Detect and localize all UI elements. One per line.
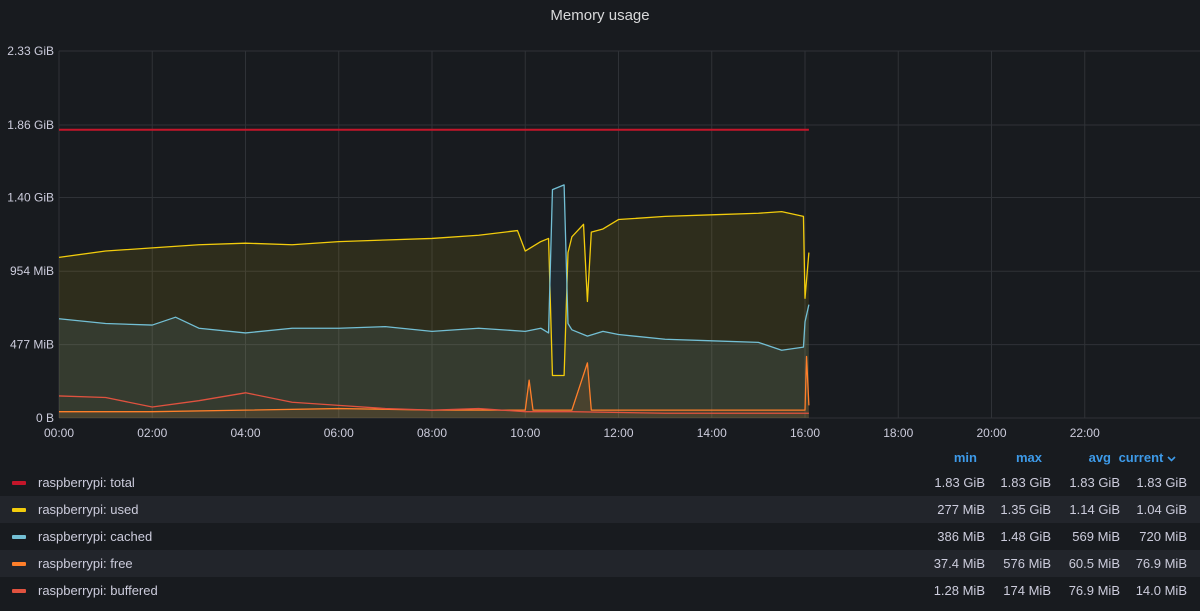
x-tick-label: 00:00 (44, 426, 74, 440)
series-area-1 (59, 211, 809, 418)
y-tick-label: 1.86 GiB (7, 118, 54, 132)
legend-table: min max avg current raspberrypi: total 1.… (0, 446, 1200, 604)
legend-value-min: 277 MiB (937, 502, 985, 517)
x-tick-label: 18:00 (883, 426, 913, 440)
x-tick-label: 02:00 (137, 426, 167, 440)
x-tick-label: 06:00 (324, 426, 354, 440)
series-line-1 (58, 211, 810, 377)
series-line-3 (59, 355, 810, 413)
x-tick-label: 08:00 (417, 426, 447, 440)
legend-value-min: 386 MiB (937, 529, 985, 544)
y-tick-label: 954 MiB (10, 264, 54, 278)
legend-value-min: 37.4 MiB (933, 556, 985, 571)
series-color-swatch[interactable] (12, 508, 26, 512)
legend-value-current: 1.83 GiB (1136, 475, 1187, 490)
series-line-4 (58, 392, 809, 414)
legend-value-avg: 60.5 MiB (1068, 556, 1120, 571)
memory-usage-chart[interactable]: 0 B 477 MiB 954 MiB 1.40 GiB 1.86 GiB 2.33 Gi… (0, 0, 1200, 446)
legend-row[interactable]: raspberrypi: total 1.83 GiB 1.83 GiB 1.83 G… (0, 469, 1200, 496)
legend-header-avg[interactable]: avg (1088, 450, 1111, 465)
legend-row[interactable]: raspberrypi: cached 386 MiB 1.48 GiB 569 Mi… (0, 523, 1200, 550)
legend-value-max: 576 MiB (1003, 556, 1051, 571)
legend-series-name[interactable]: raspberrypi: cached (38, 529, 153, 544)
legend-value-min: 1.83 GiB (934, 475, 985, 490)
legend-value-current: 1.04 GiB (1136, 502, 1187, 517)
legend-row[interactable]: raspberrypi: used 277 MiB 1.35 GiB 1.14 GiB… (0, 496, 1200, 523)
y-tick-label: 477 MiB (10, 338, 54, 352)
legend-rows: raspberrypi: total 1.83 GiB 1.83 GiB 1.83 G… (0, 469, 1200, 604)
x-tick-label: 10:00 (510, 426, 540, 440)
panel-title[interactable]: Memory usage (550, 7, 650, 24)
series-color-swatch[interactable] (12, 481, 26, 485)
legend-value-max: 1.83 GiB (1000, 475, 1051, 490)
legend-value-avg: 1.83 GiB (1069, 475, 1120, 490)
legend-series-name[interactable]: raspberrypi: used (38, 502, 139, 517)
legend-value-avg: 569 MiB (1072, 529, 1120, 544)
legend-value-current: 14.0 MiB (1135, 583, 1187, 598)
legend-value-max: 174 MiB (1003, 583, 1051, 598)
legend-row[interactable]: raspberrypi: free 37.4 MiB 576 MiB 60.5 MiB… (0, 550, 1200, 577)
y-tick-label: 0 B (36, 411, 54, 425)
legend-value-max: 1.35 GiB (1000, 502, 1051, 517)
legend-series-name[interactable]: raspberrypi: free (38, 556, 133, 571)
x-tick-label: 16:00 (790, 426, 820, 440)
x-tick-label: 12:00 (603, 426, 633, 440)
chevron-down-icon (1167, 455, 1176, 462)
series-line-2 (58, 184, 810, 351)
legend-series-name[interactable]: raspberrypi: buffered (38, 583, 158, 598)
legend-row[interactable]: raspberrypi: buffered 1.28 MiB 174 MiB 76.9… (0, 577, 1200, 604)
legend-value-avg: 76.9 MiB (1068, 583, 1120, 598)
x-tick-label: 14:00 (697, 426, 727, 440)
series-area-2 (59, 184, 809, 418)
y-tick-label: 1.40 GiB (7, 190, 54, 204)
legend-value-min: 1.28 MiB (933, 583, 985, 598)
legend-header-current[interactable]: current (1108, 450, 1176, 465)
x-tick-label: 20:00 (976, 426, 1006, 440)
series-color-swatch[interactable] (12, 589, 26, 593)
series-color-swatch[interactable] (12, 535, 26, 539)
legend-value-max: 1.48 GiB (1000, 529, 1051, 544)
legend-header-current-label: current (1118, 450, 1164, 465)
legend-header: min max avg current (0, 446, 1200, 469)
y-tick-label: 2.33 GiB (7, 44, 54, 58)
legend-header-min[interactable]: min (953, 450, 977, 465)
legend-value-avg: 1.14 GiB (1069, 502, 1120, 517)
x-tick-label: 04:00 (230, 426, 260, 440)
x-tick-label: 22:00 (1070, 426, 1100, 440)
series-color-swatch[interactable] (12, 562, 26, 566)
legend-value-current: 76.9 MiB (1135, 556, 1187, 571)
legend-series-name[interactable]: raspberrypi: total (38, 475, 135, 490)
legend-value-current: 720 MiB (1139, 529, 1187, 544)
legend-header-max[interactable]: max (1015, 450, 1042, 465)
